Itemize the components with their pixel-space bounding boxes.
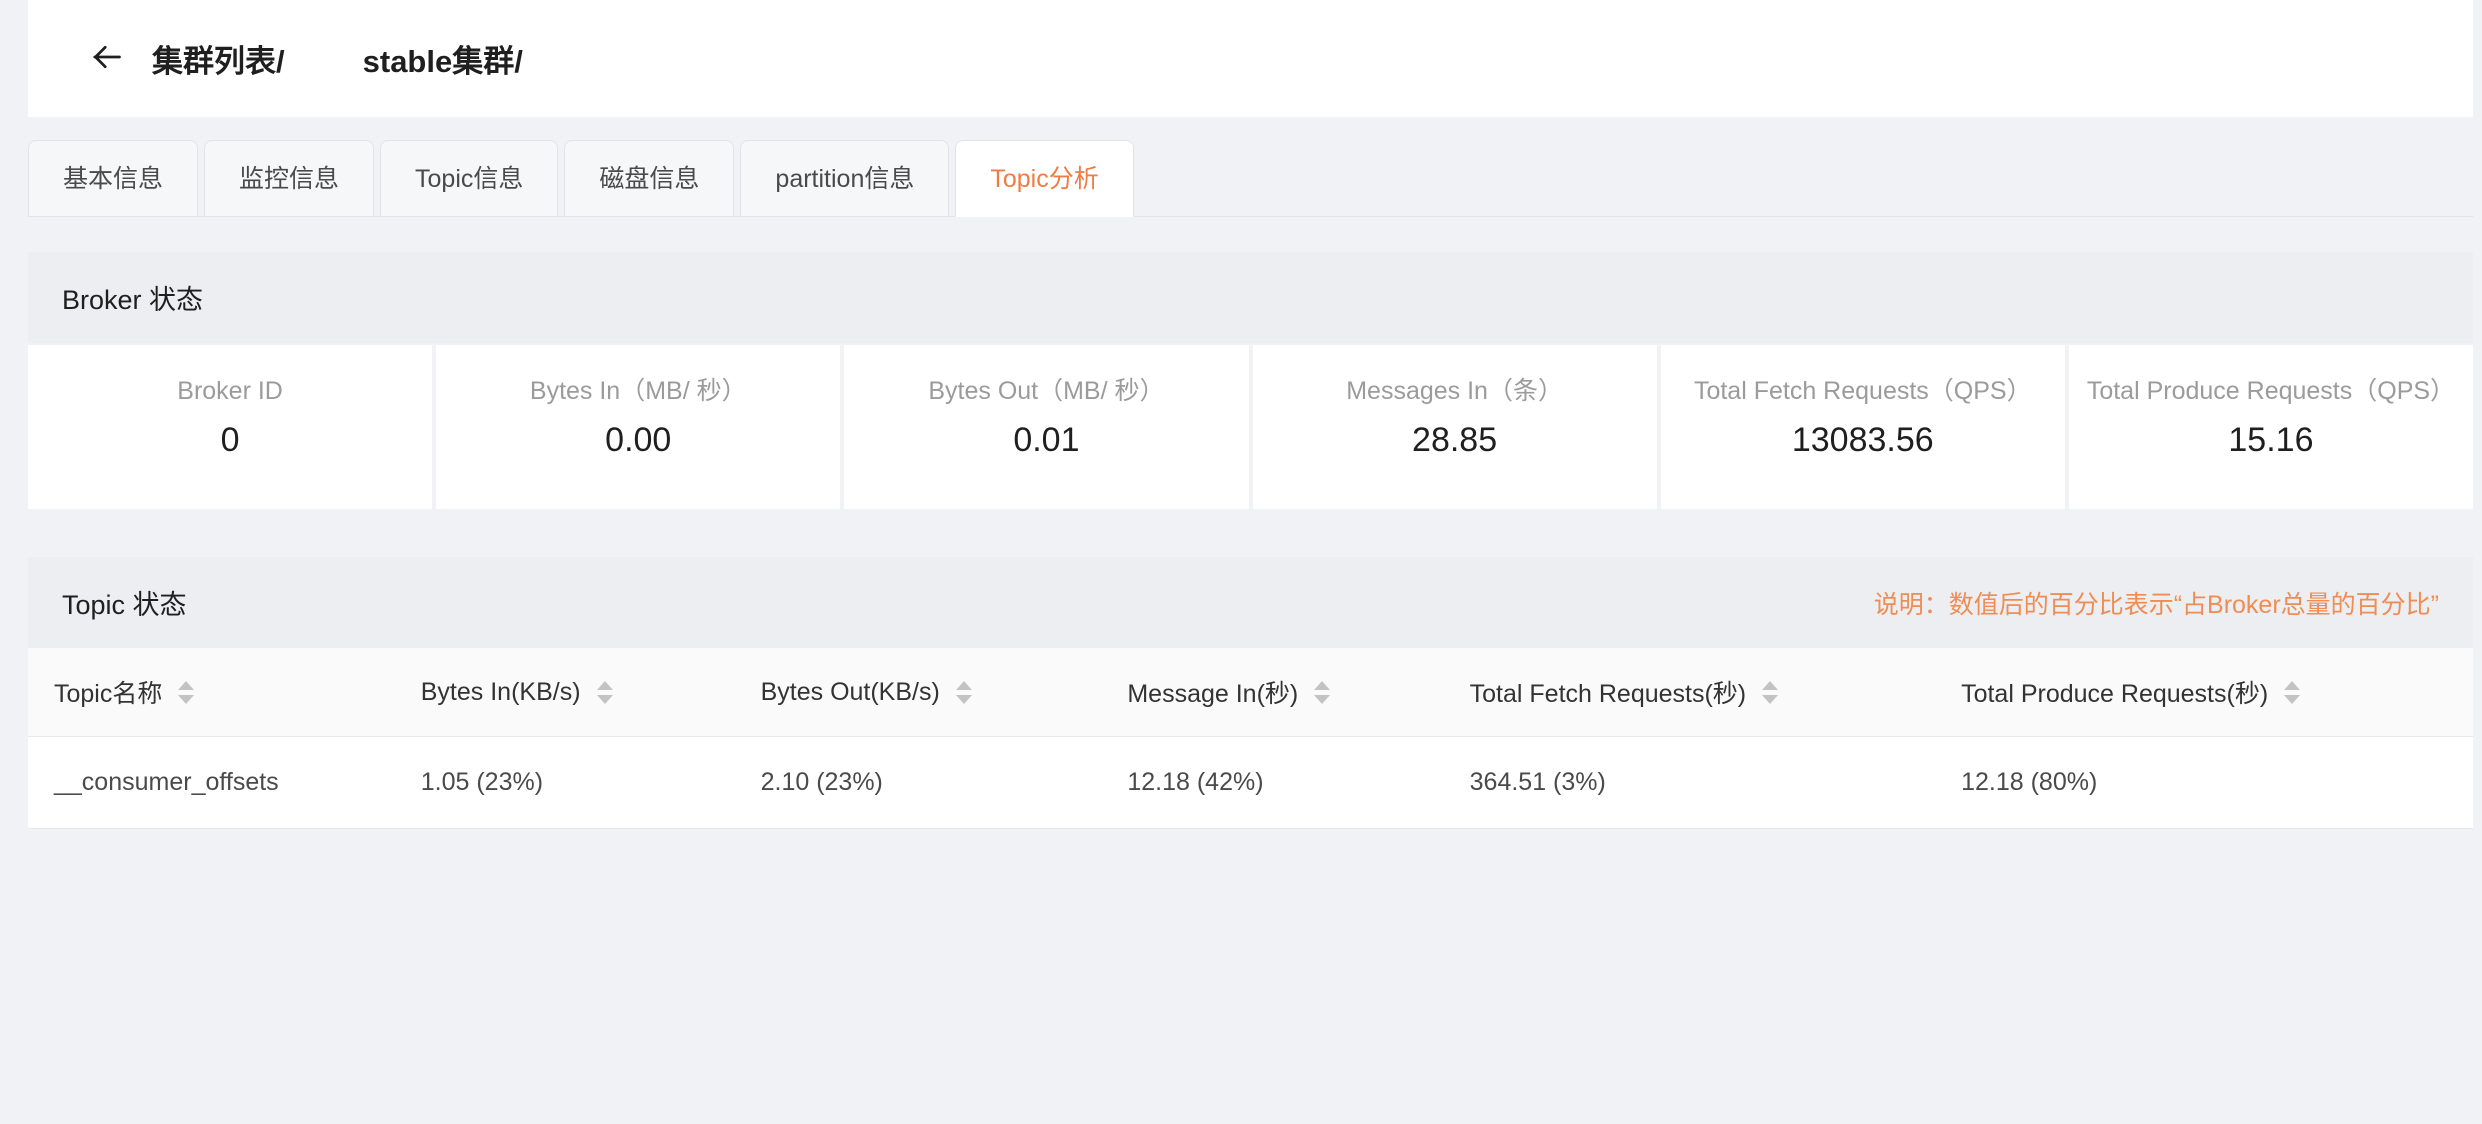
cell-bytes-in: 1.05 (23%) xyxy=(420,768,544,796)
col-header-bytes-in[interactable]: Bytes In(KB/s) xyxy=(395,678,735,707)
tab-topic-info[interactable]: Topic信息 xyxy=(380,140,559,217)
topic-status-header: Topic 状态 说明：数值后的百分比表示“占Broker总量的百分比” xyxy=(28,557,2473,648)
stat-value: 15.16 xyxy=(2228,421,2314,459)
table-row-consumer-offsets: __consumer_offsets 1.05 (23%) 2.10 (23%)… xyxy=(28,737,2473,829)
cell-message-in: 12.18 (42%) xyxy=(1127,768,1264,796)
cell-total-fetch-requests: 364.51 (3%) xyxy=(1469,768,1606,796)
caret-down-icon xyxy=(596,694,613,704)
stat-card-total-produce-requests: Total Produce Requests（QPS） 15.16 xyxy=(2068,345,2474,509)
cell-bytes-out: 2.10 (23%) xyxy=(760,768,883,796)
caret-down-icon xyxy=(1314,694,1331,704)
sort-carets-icon[interactable] xyxy=(596,680,613,704)
sort-carets-icon[interactable] xyxy=(1314,680,1331,704)
sort-carets-icon[interactable] xyxy=(2284,680,2301,704)
back-button[interactable] xyxy=(84,37,128,81)
topic-status-title: Topic 状态 xyxy=(62,590,187,620)
tab-partition-info[interactable]: partition信息 xyxy=(740,140,950,217)
caret-down-icon xyxy=(2284,694,2301,704)
stat-card-messages-in: Messages In（条） 28.85 xyxy=(1252,345,1657,509)
caret-up-icon xyxy=(596,680,613,690)
caret-up-icon xyxy=(2284,680,2301,690)
topic-table-header: Topic名称 Bytes In(KB/s) Bytes Out(KB/s) M… xyxy=(28,648,2473,737)
tab-monitor-info[interactable]: 监控信息 xyxy=(204,140,375,217)
page: 集群列表/ stable集群/ 基本信息 监控信息 Topic信息 磁盘信息 p… xyxy=(28,0,2474,829)
stat-label: Bytes In（MB/ 秒） xyxy=(529,377,747,405)
stat-card-bytes-in: Bytes In（MB/ 秒） 0.00 xyxy=(436,345,841,509)
breadcrumb-current-cluster: stable集群/ xyxy=(362,44,523,79)
stat-card-total-fetch-requests: Total Fetch Requests（QPS） 13083.56 xyxy=(1660,345,2065,509)
tab-basic-info[interactable]: 基本信息 xyxy=(28,140,199,217)
sort-carets-icon[interactable] xyxy=(178,680,195,704)
stat-value: 13083.56 xyxy=(1791,421,1934,459)
stat-card-bytes-out: Bytes Out（MB/ 秒） 0.01 xyxy=(844,345,1249,509)
caret-up-icon xyxy=(955,680,972,690)
cell-total-produce-requests: 12.18 (80%) xyxy=(1961,768,2098,796)
tab-topic-analysis[interactable]: Topic分析 xyxy=(955,140,1134,217)
topic-status-section: Topic 状态 说明：数值后的百分比表示“占Broker总量的百分比” Top… xyxy=(28,557,2473,829)
stat-value: 28.85 xyxy=(1412,421,1498,459)
stat-label: Total Produce Requests（QPS） xyxy=(2086,377,2456,405)
page-header: 集群列表/ stable集群/ xyxy=(28,0,2473,117)
stat-value: 0.00 xyxy=(605,421,672,459)
broker-status-header: Broker 状态 xyxy=(28,252,2473,343)
caret-up-icon xyxy=(178,680,195,690)
col-header-bytes-out[interactable]: Bytes Out(KB/s) xyxy=(735,678,1102,707)
percentage-note: 说明：数值后的百分比表示“占Broker总量的百分比” xyxy=(1873,590,2439,619)
col-header-message-in[interactable]: Message In(秒) xyxy=(1101,674,1443,710)
stat-label: Messages In（条） xyxy=(1346,377,1563,405)
caret-down-icon xyxy=(955,694,972,704)
cluster-tabs: 基本信息 监控信息 Topic信息 磁盘信息 partition信息 Topic… xyxy=(28,140,2473,217)
stat-card-broker-id: Broker ID 0 xyxy=(28,345,433,509)
tab-disk-info[interactable]: 磁盘信息 xyxy=(564,140,735,217)
broker-status-title: Broker 状态 xyxy=(62,285,204,315)
col-header-total-produce-requests[interactable]: Total Produce Requests(秒) xyxy=(1935,674,2473,710)
broker-status-section: Broker 状态 Broker ID 0 Bytes In（MB/ 秒） 0.… xyxy=(28,252,2474,509)
col-header-topic-name[interactable]: Topic名称 xyxy=(28,674,395,710)
col-header-total-fetch-requests[interactable]: Total Fetch Requests(秒) xyxy=(1444,674,1935,710)
stat-value: 0 xyxy=(220,421,240,459)
caret-up-icon xyxy=(1762,680,1779,690)
caret-down-icon xyxy=(1762,694,1779,704)
caret-down-icon xyxy=(178,694,195,704)
stat-label: Bytes Out（MB/ 秒） xyxy=(928,377,1165,405)
broker-stats-row: Broker ID 0 Bytes In（MB/ 秒） 0.00 Bytes O… xyxy=(28,345,2474,509)
caret-up-icon xyxy=(1314,680,1331,690)
stat-value: 0.01 xyxy=(1013,421,1080,459)
sort-carets-icon[interactable] xyxy=(955,680,972,704)
stat-label: Broker ID xyxy=(177,377,283,405)
cell-topic-name: __consumer_offsets xyxy=(54,768,279,796)
breadcrumb-cluster-list[interactable]: 集群列表/ xyxy=(152,44,285,79)
sort-carets-icon[interactable] xyxy=(1762,680,1779,704)
stat-label: Total Fetch Requests（QPS） xyxy=(1693,377,2032,405)
back-arrow-icon xyxy=(88,39,124,78)
topic-table: Topic名称 Bytes In(KB/s) Bytes Out(KB/s) M… xyxy=(28,648,2473,829)
